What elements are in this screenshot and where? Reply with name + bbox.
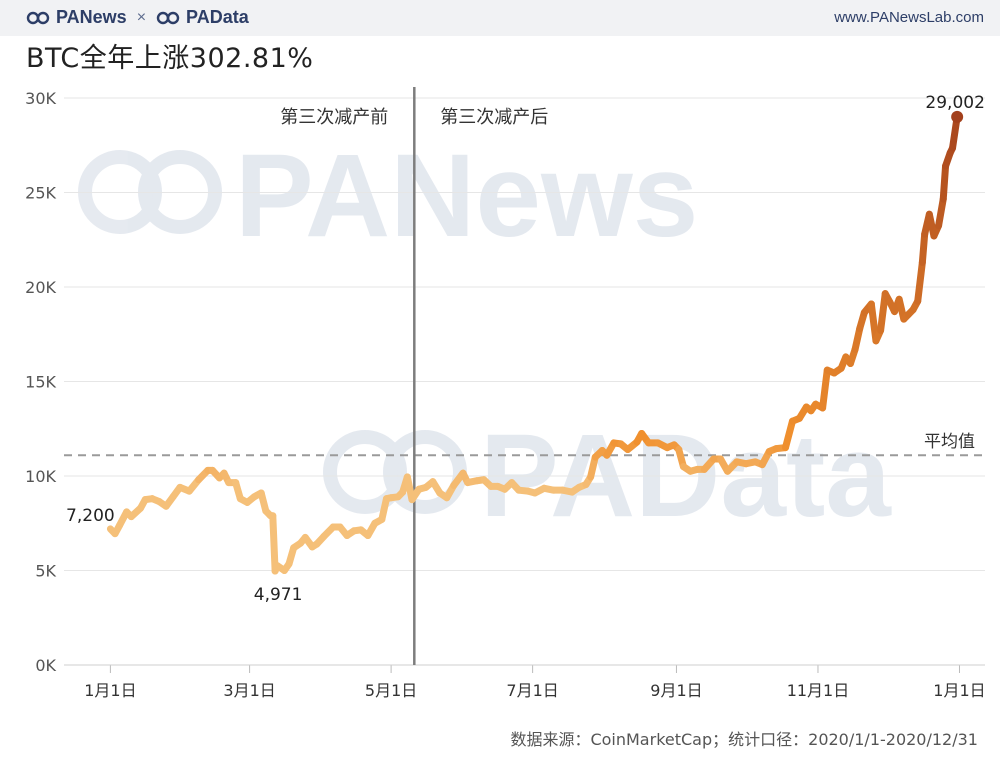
y-tick-label: 25K (25, 184, 56, 203)
y-tick-label: 0K (35, 656, 56, 675)
price-series (106, 113, 961, 575)
x-tick-label: 3月1日 (223, 681, 275, 700)
halving-before-label: 第三次减产前 (280, 107, 388, 128)
series-segment (269, 512, 279, 575)
series-segment (918, 230, 929, 266)
panews-logo-icon (26, 11, 50, 24)
x-tick-label: 1月1日 (84, 681, 136, 700)
watermark-top-text: PANews (235, 130, 698, 262)
chart-title: BTC全年上涨302.81% (26, 43, 314, 74)
y-tick-label: 10K (25, 467, 56, 486)
y-tick-label: 15K (25, 373, 56, 392)
y-tick-label: 5K (35, 562, 56, 581)
brand-padata: PAData (186, 7, 249, 27)
series-segment (819, 366, 831, 412)
series-segment (914, 258, 926, 305)
brand-panews: PANews (56, 7, 127, 27)
source-note: 数据来源：CoinMarketCap；统计口径：2020/1/1-2020/12… (510, 730, 978, 749)
brand: PANews × PAData (26, 7, 249, 28)
y-axis: 0K 5K 10K 15K 20K 25K 30K (25, 89, 56, 675)
x-tick-label: 5月1日 (365, 681, 417, 700)
series-segment (378, 495, 390, 523)
y-tick-label: 30K (25, 89, 56, 108)
end-point-marker (951, 110, 964, 123)
series-segment (877, 290, 889, 334)
header-bar: PANews × PAData www.PANewsLab.com (0, 0, 1000, 36)
series-segment (781, 417, 796, 452)
data-label: 7,200 (66, 506, 115, 526)
padata-logo-icon (156, 11, 180, 24)
series-segment (851, 325, 864, 353)
halving-after-label: 第三次减产后 (440, 107, 548, 128)
x-tick-label: 9月1日 (650, 681, 702, 700)
x-tick-label: 1月1日 (933, 681, 985, 700)
data-label: 29,002 (925, 93, 984, 113)
average-label: 平均值 (924, 432, 975, 452)
halving-group: 第三次减产前 第三次减产后 (280, 87, 548, 665)
series-segment (935, 195, 947, 230)
x-tick-label: 7月1日 (506, 681, 558, 700)
brand-separator: × (136, 8, 147, 26)
average-line-group: 平均值 (64, 432, 985, 457)
x-tick-label: 11月1日 (787, 681, 850, 700)
series-segment (939, 162, 950, 203)
x-axis: 1月1日 3月1日 5月1日 7月1日 9月1日 11月1日 1月1日 (64, 664, 986, 700)
y-tick-label: 20K (25, 278, 56, 297)
data-label: 4,971 (254, 585, 303, 605)
site-url[interactable]: www.PANewsLab.com (834, 9, 984, 26)
annotations: 7,200 4,971 29,002 (66, 93, 985, 605)
